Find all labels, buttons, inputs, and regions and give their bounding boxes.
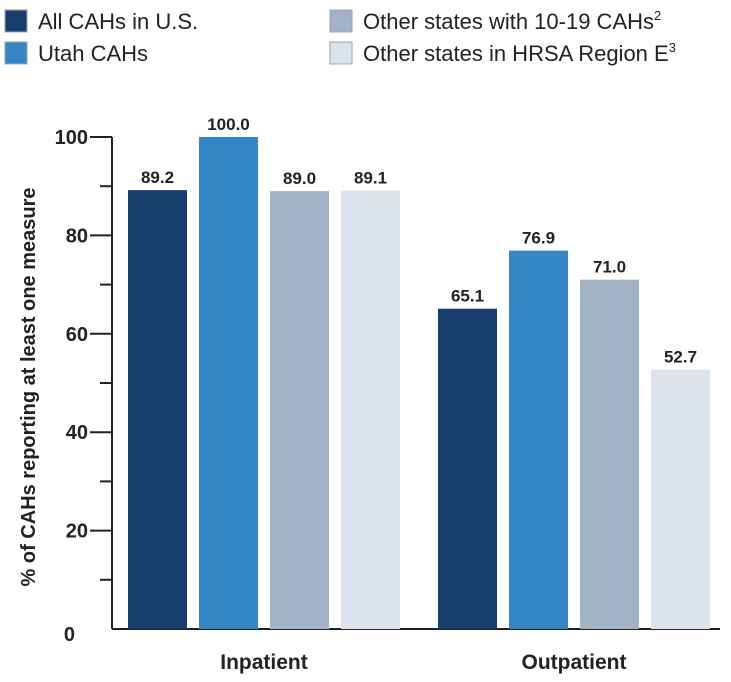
y-tick-label: 0	[64, 624, 75, 646]
bar	[509, 250, 568, 630]
y-axis-title: % of CAHs reporting at least one measure	[18, 188, 40, 587]
legend-item: All CAHs in U.S.	[4, 9, 198, 34]
y-tick-label: 40	[66, 422, 88, 444]
legend-swatch	[4, 9, 28, 33]
legend-swatch	[329, 9, 353, 33]
bar	[128, 190, 187, 630]
bar	[270, 191, 329, 629]
legend-label: Other states with 10-19 CAHs2	[363, 8, 661, 34]
legend-item: Other states in HRSA Region E3	[329, 40, 676, 66]
value-label: 65.1	[451, 287, 484, 306]
value-label: 89.1	[354, 169, 387, 188]
value-label: 89.2	[141, 168, 174, 187]
bar	[438, 308, 497, 629]
legend-label: Other states in HRSA Region E3	[363, 40, 676, 66]
bar	[341, 190, 400, 630]
value-label: 71.0	[593, 258, 626, 277]
category-labels: Inpatient Outpatient	[220, 651, 626, 674]
y-tick-label: 20	[66, 521, 88, 543]
value-label: 52.7	[664, 348, 697, 367]
legend-label: All CAHs in U.S.	[38, 9, 198, 34]
value-label: 89.0	[283, 169, 316, 188]
category-label: Outpatient	[522, 651, 627, 674]
bars	[128, 137, 710, 630]
y-tick-label: 80	[66, 225, 88, 247]
bar	[651, 369, 710, 629]
y-tick-label: 60	[66, 324, 88, 346]
value-label: 76.9	[522, 229, 555, 248]
legend-label: Utah CAHs	[38, 41, 148, 66]
category-label: Inpatient	[220, 651, 308, 674]
bar	[580, 279, 639, 629]
y-tick-label: 100	[55, 127, 88, 149]
legend-swatch	[4, 41, 28, 65]
legend: All CAHs in U.S. Utah CAHs Other states wi…	[4, 8, 676, 66]
value-label: 100.0	[207, 115, 250, 134]
legend-item: Other states with 10-19 CAHs2	[329, 8, 661, 34]
y-axis-title-group: % of CAHs reporting at least one measure	[18, 188, 40, 587]
legend-item: Utah CAHs	[4, 41, 148, 66]
legend-swatch	[329, 41, 353, 65]
bar	[199, 137, 258, 629]
value-labels: 89.2 100.0 89.0 89.1 65.1 76.9 71.0 52.7	[141, 115, 697, 367]
